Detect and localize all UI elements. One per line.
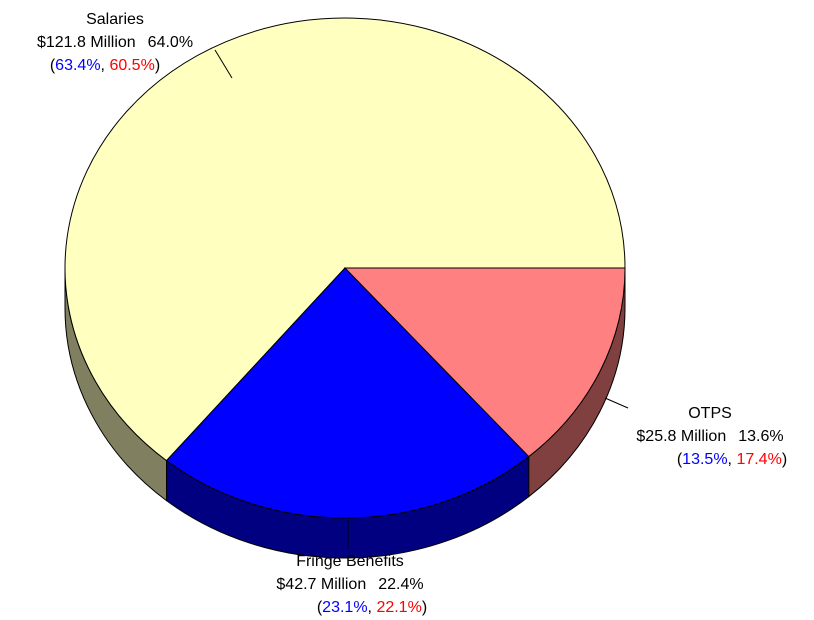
separator: ( xyxy=(677,451,683,468)
amount-label: $42.7 Million xyxy=(276,576,366,593)
comparison-label: 60.5% xyxy=(109,57,154,74)
leader-line xyxy=(214,49,233,79)
slice-amount: $25.8 Million 13.6% xyxy=(636,428,783,445)
separator: , xyxy=(728,451,737,468)
separator: ) xyxy=(782,451,787,468)
separator: , xyxy=(101,57,110,74)
slice-comparison: (23.1%, 22.1%) xyxy=(317,599,427,616)
percent-label: 22.4% xyxy=(378,576,423,593)
slice-comparison: (13.5%, 17.4%) xyxy=(677,451,787,468)
slice xyxy=(343,267,626,458)
amount-label: $121.8 Million xyxy=(37,34,136,51)
comparison-label: 13.5% xyxy=(682,451,727,468)
separator: , xyxy=(368,599,377,616)
slice-label: OTPS xyxy=(688,405,732,422)
slice-amount: $121.8 Million 64.0% xyxy=(37,34,193,51)
separator: ) xyxy=(155,57,160,74)
separator: ( xyxy=(50,57,56,74)
comparison-label: 22.1% xyxy=(376,599,421,616)
comparison-label: 63.4% xyxy=(55,57,100,74)
leader-line xyxy=(604,397,629,409)
comparison-label: 23.1% xyxy=(322,599,367,616)
slice xyxy=(64,17,626,462)
slice-amount: $42.7 Million 22.4% xyxy=(276,576,423,593)
slice-label: Fringe Benefits xyxy=(296,553,404,570)
slice-label: Salaries xyxy=(86,11,144,28)
amount-label: $25.8 Million xyxy=(636,428,726,445)
percent-label: 13.6% xyxy=(738,428,783,445)
comparison-label: 17.4% xyxy=(736,451,781,468)
percent-label: 64.0% xyxy=(148,34,193,51)
separator: ) xyxy=(422,599,427,616)
separator: ( xyxy=(317,599,323,616)
slice xyxy=(165,267,530,519)
slice-comparison: (63.4%, 60.5%) xyxy=(50,57,160,74)
